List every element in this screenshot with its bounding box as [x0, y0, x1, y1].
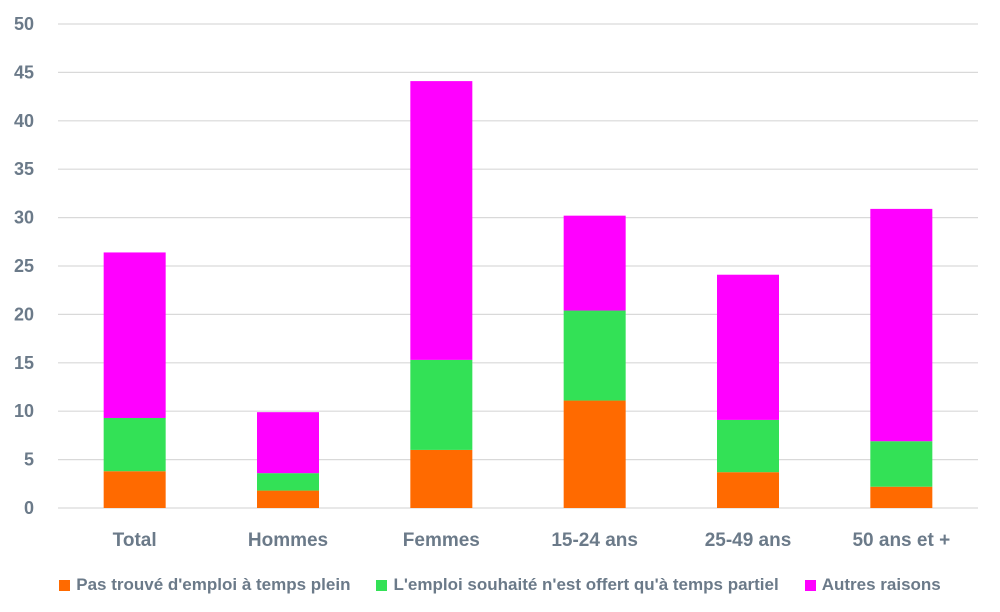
y-tick-label-4: 20: [14, 304, 34, 324]
y-axis: 0 5 10 15 20 25 30 35 40 45 50: [14, 14, 34, 518]
y-tick-label-6: 30: [14, 208, 34, 228]
x-tick-label-3: 15-24 ans: [551, 530, 638, 551]
x-axis: Total Hommes Femmes 15-24 ans 25-49 ans 50 an…: [113, 530, 951, 551]
y-tick-label-2: 10: [14, 401, 34, 421]
y-tick-label-3: 15: [14, 353, 34, 373]
bar-0-series-0: [103, 471, 166, 508]
bar-3-series-2: [563, 215, 626, 311]
legend-swatch-series-2: [804, 579, 816, 591]
x-tick-label-5: 50 ans et +: [852, 530, 950, 551]
y-tick-label-7: 35: [14, 159, 34, 179]
bar-1-series-0: [257, 490, 319, 508]
bar-4-series-0: [717, 472, 779, 508]
x-tick-label-0: Total: [113, 530, 157, 551]
y-tick-label-0: 0: [24, 498, 34, 518]
y-tick-label-1: 5: [24, 450, 34, 470]
legend-item-series-2: Autres raisons: [804, 575, 941, 595]
bar-4-series-1: [717, 419, 779, 473]
bar-0-series-1: [103, 417, 166, 472]
stacked-bar-chart: 0 5 10 15 20 25 30 35 40 45 50 Total Hommes Femmes 15…: [14, 14, 978, 551]
legend-swatch-series-1: [376, 579, 388, 591]
legend: Pas trouvé d'emploi à temps plein L'empl…: [0, 572, 1000, 598]
legend-swatch-series-0: [59, 579, 71, 591]
x-tick-label-1: Hommes: [248, 530, 328, 551]
x-tick-label-2: Femmes: [403, 530, 480, 551]
x-tick-label-4: 25-49 ans: [705, 530, 792, 551]
legend-label-series-1: L'emploi souhaité n'est offert qu'à temp…: [393, 575, 779, 594]
bar-0-series-2: [103, 252, 166, 418]
legend-label-series-0: Pas trouvé d'emploi à temps plein: [76, 575, 351, 594]
y-tick-label-10: 50: [14, 14, 34, 34]
bar-1-series-2: [257, 412, 319, 474]
bar-5-series-2: [870, 208, 933, 442]
bar-2-series-1: [410, 359, 473, 450]
bar-3-series-0: [563, 400, 626, 508]
grid-lines: [58, 23, 978, 509]
bar-5-series-1: [870, 441, 933, 487]
bar-5-series-0: [870, 486, 933, 508]
legend-label-series-2: Autres raisons: [821, 575, 941, 594]
legend-item-series-0: Pas trouvé d'emploi à temps plein: [59, 575, 350, 595]
y-tick-label-9: 45: [14, 62, 34, 82]
bar-1-series-1: [257, 473, 319, 491]
y-tick-label-5: 25: [14, 256, 34, 276]
bar-4-series-2: [717, 274, 779, 420]
bar-2-series-2: [410, 81, 473, 360]
bar-2-series-0: [410, 449, 473, 508]
bars: [103, 81, 933, 508]
legend-item-series-1: L'emploi souhaité n'est offert qu'à temp…: [376, 575, 779, 595]
bar-3-series-1: [563, 310, 626, 401]
y-tick-label-8: 40: [14, 111, 34, 131]
